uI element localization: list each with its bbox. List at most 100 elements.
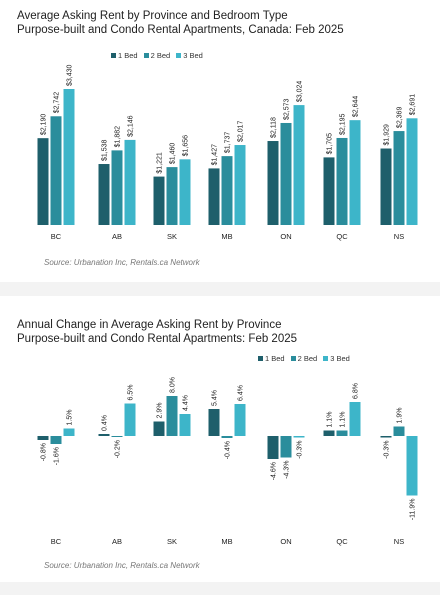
category-label: ON [280,232,291,241]
bar-value-label: $1,737 [225,132,232,154]
bar-value-label: 4.4% [183,395,190,411]
legend-item-2bed: 2 Bed [143,51,170,60]
bar-value-label: 2.9% [157,403,164,419]
bar-bc-3bed [63,89,75,225]
bar-qc-2bed [336,137,348,225]
rent-chart-panel: Average Asking Rent by Province and Bedr… [0,0,440,282]
bar-qc-3bed [349,120,361,225]
bar-ab-1bed [98,434,110,436]
bar-on-3bed [293,105,305,225]
bar-value-label: $1,929 [384,124,391,146]
change-chart-panel: Annual Change in Average Asking Rent by … [0,296,440,582]
bar-qc-1bed [323,430,335,436]
chart1-source: Source: Urbanation Inc, Rentals.ca Netwo… [44,258,200,267]
bar-value-label: 8.0% [170,377,177,393]
bar-value-label: $1,460 [170,143,177,165]
category-label: NS [394,232,404,241]
chart2-source: Source: Urbanation Inc, Rentals.ca Netwo… [44,561,200,570]
bar-value-label: $1,538 [102,140,109,162]
bar-bc-1bed [37,436,49,440]
bar-value-label: -4.3% [284,461,291,479]
chart2-legend: 1 Bed 2 Bed 3 Bed [258,354,350,363]
legend-swatch [258,356,263,361]
bar-mb-2bed [221,436,233,438]
bar-qc-2bed [336,430,348,436]
bar-ns-3bed [406,118,418,225]
bar-value-label: $2,017 [238,121,245,143]
bar-value-label: $2,369 [397,107,404,129]
bar-on-2bed [280,436,292,458]
legend-swatch [290,356,296,361]
bar-value-label: -11.9% [410,499,417,521]
bar-value-label: $1,221 [157,152,164,174]
category-label: ON [280,537,291,546]
bar-value-label: $2,644 [353,96,360,118]
bar-value-label: -4.6% [271,462,278,480]
bar-on-3bed [293,436,305,438]
chart2-plot: -0.8% -1.6% 1.5% BC 0.4% -0.2% 6.5% AB 2.9% 8.0% 4… [37,377,418,546]
bar-value-label: -0.3% [297,441,304,459]
bar-value-label: 0.4% [102,415,109,431]
category-label: SK [167,232,177,241]
legend-swatch [323,356,329,361]
bar-value-label: 1.1% [340,412,347,428]
legend-item-2bed: 2 Bed [290,354,318,363]
bar-sk-3bed [179,159,191,225]
bar-bc-3bed [63,428,75,436]
bar-value-label: -0.2% [115,440,122,458]
category-label: QC [336,537,348,546]
category-label: AB [112,537,122,546]
bar-value-label: -0.3% [384,441,391,459]
bar-sk-2bed [166,396,178,436]
legend-label: 3 Bed [330,354,350,363]
bar-ab-2bed [111,150,123,225]
bar-value-label: 6.8% [353,383,360,399]
bar-on-2bed [280,122,292,225]
legend-item-1bed: 1 Bed [111,51,138,60]
category-label: BC [51,232,62,241]
bar-qc-1bed [323,157,335,225]
bar-value-label: $3,430 [67,64,74,86]
bar-ab-3bed [124,403,136,436]
bar-sk-3bed [179,414,191,436]
legend-item-3bed: 3 Bed [176,51,203,60]
bar-mb-3bed [234,145,246,225]
bar-value-label: $1,882 [115,126,122,148]
bar-value-label: 1.9% [397,408,404,424]
legend-item-1bed: 1 Bed [258,354,285,363]
bar-value-label: $2,118 [271,117,278,138]
category-label: MB [221,232,232,241]
bar-ab-1bed [98,164,110,225]
bar-value-label: 6.4% [238,385,245,401]
category-label: NS [394,537,404,546]
bar-sk-2bed [166,167,178,225]
legend-label: 3 Bed [183,51,203,60]
bar-value-label: -0.8% [41,443,48,461]
bar-value-label: $2,190 [41,114,48,136]
bar-bc-2bed [50,116,62,225]
legend-label: 2 Bed [297,354,318,363]
bar-on-1bed [267,436,279,459]
bar-value-label: $3,024 [297,81,304,103]
category-label: SK [167,537,177,546]
bar-mb-1bed [208,168,220,225]
bar-ns-2bed [393,426,405,436]
bar-sk-1bed [153,176,165,225]
legend-swatch [143,53,149,58]
chart1-plot: $2,190 $2,742 $3,430 BC $1,538 $1,882 $2,146 AB… [37,64,418,241]
chart1-legend: 1 Bed 2 Bed 3 Bed [111,51,203,60]
legend-swatch [111,53,116,58]
category-label: BC [51,537,62,546]
chart1-subtitle: Purpose-built and Condo Rental Apartment… [17,24,344,36]
bar-value-label: $2,742 [54,92,61,114]
legend-label: 1 Bed [265,354,285,363]
category-label: AB [112,232,122,241]
bar-value-label: $1,656 [183,135,190,157]
bar-mb-3bed [234,404,246,436]
bar-value-label: 1.5% [67,410,74,426]
bar-value-label: -1.6% [54,447,61,465]
bar-ab-2bed [111,436,123,437]
bar-value-label: 1.1% [327,412,334,428]
bar-on-1bed [267,141,279,225]
bar-mb-1bed [208,409,220,436]
